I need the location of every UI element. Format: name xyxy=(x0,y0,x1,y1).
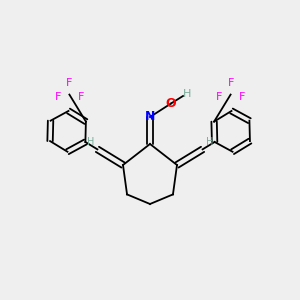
Text: H: H xyxy=(87,137,94,147)
Text: H: H xyxy=(206,137,213,147)
Text: F: F xyxy=(78,92,84,102)
Text: O: O xyxy=(166,97,176,110)
Text: F: F xyxy=(55,92,61,102)
Text: H: H xyxy=(183,89,192,100)
Text: F: F xyxy=(216,92,222,102)
Text: F: F xyxy=(227,78,234,88)
Text: F: F xyxy=(239,92,245,102)
Text: N: N xyxy=(145,110,155,124)
Text: F: F xyxy=(66,78,73,88)
